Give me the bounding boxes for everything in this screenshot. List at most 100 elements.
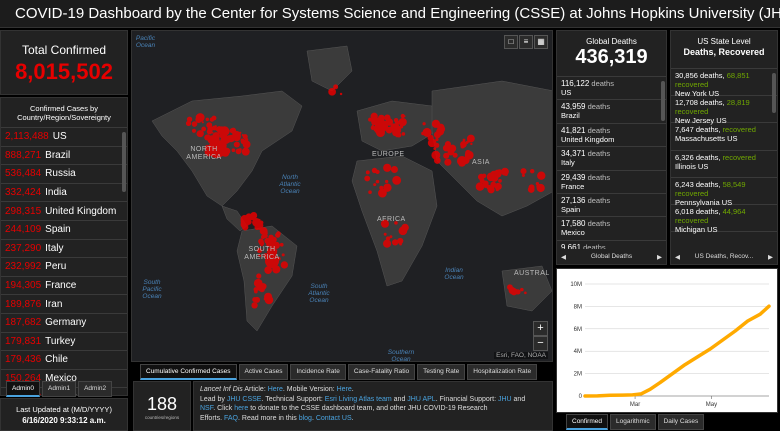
global-deaths-list[interactable]: 116,122 deaths US 43,959 deaths Brazil 41,82…	[557, 77, 666, 249]
state-recovered-value: 44,964	[722, 206, 746, 216]
jhu-link[interactable]: JHU	[497, 395, 512, 403]
country-row[interactable]: 237,290 Italy	[1, 240, 127, 259]
country-row[interactable]: 187,682 Germany	[1, 314, 127, 333]
global-deaths-row[interactable]: 17,580 deaths Mexico	[557, 217, 666, 241]
us-state-row[interactable]: 30,856 deaths, 68,851 recovered New York …	[671, 69, 777, 98]
zoom-in-button[interactable]: +	[533, 321, 548, 336]
case-bubbles[interactable]	[185, 84, 546, 309]
tab-logarithmic[interactable]: Logarithmic	[609, 414, 656, 430]
scrollbar[interactable]	[661, 81, 665, 121]
jhu-csse-link[interactable]: JHU CSSE	[226, 395, 262, 403]
mobile-version-link[interactable]: Here	[336, 386, 352, 393]
data-point	[684, 363, 686, 366]
tab-hospitalization-rate[interactable]: Hospitalization Rate	[467, 364, 538, 380]
tab-incidence-rate[interactable]: Incidence Rate	[290, 364, 346, 380]
us-state-list[interactable]: 30,856 deaths, 68,851 recovered New York …	[671, 69, 777, 249]
tab-admin2[interactable]: Admin2	[78, 381, 113, 397]
case-bubble	[507, 284, 513, 291]
case-bubble	[443, 152, 450, 159]
case-bubble	[267, 237, 275, 245]
info-text: .	[311, 414, 316, 422]
country-row[interactable]: 536,484 Russia	[1, 165, 127, 184]
country-row[interactable]: 189,876 Iran	[1, 295, 127, 314]
case-bubble	[254, 224, 260, 230]
case-bubble	[265, 254, 279, 268]
us-state-row[interactable]: 12,708 deaths, 28,819 recovered New Jerse…	[671, 96, 777, 125]
country-row[interactable]: 179,436 Chile	[1, 351, 127, 370]
country-row[interactable]: 179,831 Turkey	[1, 333, 127, 352]
info-text: . Financial Support:	[435, 395, 498, 403]
blog-link[interactable]: blog	[298, 414, 312, 422]
deaths-number: 27,136	[561, 195, 586, 205]
case-bubble	[530, 169, 535, 174]
country-row[interactable]: 194,305 France	[1, 277, 127, 296]
case-bubble	[254, 296, 261, 303]
scrollbar[interactable]	[122, 132, 126, 192]
case-bubble	[470, 142, 473, 146]
bookmark-icon[interactable]: □	[504, 35, 518, 49]
next-arrow-icon[interactable]: ▶	[656, 253, 662, 261]
world-map[interactable]	[132, 31, 553, 362]
confirmed-cases-chart[interactable]: 0 2M 4M 6M 8M 10M Mar May	[557, 269, 777, 412]
tab-daily-cases[interactable]: Daily Cases	[657, 414, 705, 430]
country-list[interactable]: 2,113,488 US 888,271 Brazil 536,484 Russia 332…	[1, 128, 127, 395]
us-state-row[interactable]: 7,647 deaths, recovered Massachusetts US	[671, 123, 777, 151]
jhu-apl-link[interactable]: JHU APL	[407, 395, 436, 403]
scrollbar[interactable]	[772, 73, 776, 113]
us-state-row[interactable]: 6,326 deaths, recovered Illinois US	[671, 151, 777, 178]
zoom-out-button[interactable]: −	[533, 336, 548, 351]
case-bubble	[437, 123, 445, 131]
basemap-gallery-icon[interactable]: ▦	[534, 35, 548, 49]
us-state-panel: US State Level Deaths, Recovered 30,856 …	[670, 30, 778, 265]
case-bubble	[258, 254, 261, 258]
country-list-panel: Confirmed Cases by Country/Region/Sovere…	[0, 97, 128, 396]
tab-admin0[interactable]: Admin0	[6, 381, 41, 397]
legend-icon[interactable]: ≡	[519, 35, 533, 49]
global-deaths-row[interactable]: 41,821 deaths United Kingdom	[557, 124, 666, 148]
country-row[interactable]: 332,424 India	[1, 184, 127, 203]
info-text: and	[511, 395, 526, 403]
case-bubble	[272, 241, 280, 249]
state-deaths: 30,856 deaths,	[675, 71, 725, 80]
global-deaths-row[interactable]: 116,122 deaths US	[557, 77, 666, 101]
admin-tabs: Admin0 Admin1 Admin2	[6, 381, 113, 397]
country-row[interactable]: 298,315 United Kingdom	[1, 202, 127, 221]
prev-arrow-icon[interactable]: ◀	[675, 253, 680, 261]
global-deaths-row[interactable]: 29,439 deaths France	[557, 171, 666, 194]
donate-link[interactable]: here	[234, 405, 249, 412]
prev-arrow-icon[interactable]: ◀	[561, 253, 566, 261]
us-state-row[interactable]: 6,018 deaths, 44,964 recovered Michigan U…	[671, 205, 777, 234]
case-bubble	[204, 134, 211, 141]
map-panel[interactable]: NORTH AMERICA SOUTH AMERICA EUROPE AFRIC…	[131, 30, 553, 362]
tab-active-cases[interactable]: Active Cases	[238, 364, 289, 380]
nsf-link[interactable]: NSF	[200, 405, 214, 412]
country-row[interactable]: 244,109 Spain	[1, 221, 127, 240]
next-arrow-icon[interactable]: ▶	[768, 253, 773, 261]
country-confirmed-value: 888,271	[5, 149, 42, 161]
country-row[interactable]: 232,992 Peru	[1, 258, 127, 277]
contact-link[interactable]: Contact US	[315, 414, 352, 422]
global-deaths-row[interactable]: 9,661 deaths	[557, 241, 666, 249]
global-deaths-row[interactable]: 27,136 deaths Spain	[557, 194, 666, 218]
countries-count-panel: 188 countries/regions	[133, 381, 191, 431]
case-bubble	[393, 126, 402, 135]
case-bubble	[383, 232, 387, 236]
global-deaths-row[interactable]: 34,371 deaths Italy	[557, 147, 666, 171]
global-deaths-nav-label: Global Deaths	[590, 253, 633, 260]
country-row[interactable]: 2,113,488 US	[1, 128, 127, 147]
country-name: Russia	[45, 168, 76, 180]
total-confirmed-panel: Total Confirmed 8,015,502	[0, 30, 128, 95]
us-state-row[interactable]: 6,243 deaths, 58,549 recovered Pennsylvan…	[671, 178, 777, 207]
tab-confirmed[interactable]: Confirmed	[566, 414, 608, 430]
tab-cumulative-confirmed[interactable]: Cumulative Confirmed Cases	[140, 364, 237, 380]
case-bubble	[401, 223, 409, 232]
country-row[interactable]: 888,271 Brazil	[1, 147, 127, 166]
tab-admin1[interactable]: Admin1	[42, 381, 77, 397]
tab-testing-rate[interactable]: Testing Rate	[417, 364, 466, 380]
lancet-article-link[interactable]: Here	[267, 386, 283, 393]
tab-case-fatality-ratio[interactable]: Case-Fatality Ratio	[347, 364, 416, 380]
faq-link[interactable]: FAQ	[224, 414, 239, 422]
esri-link[interactable]: Esri Living Atlas team	[324, 395, 392, 403]
global-deaths-row[interactable]: 43,959 deaths Brazil	[557, 100, 666, 124]
case-bubble	[259, 227, 268, 236]
